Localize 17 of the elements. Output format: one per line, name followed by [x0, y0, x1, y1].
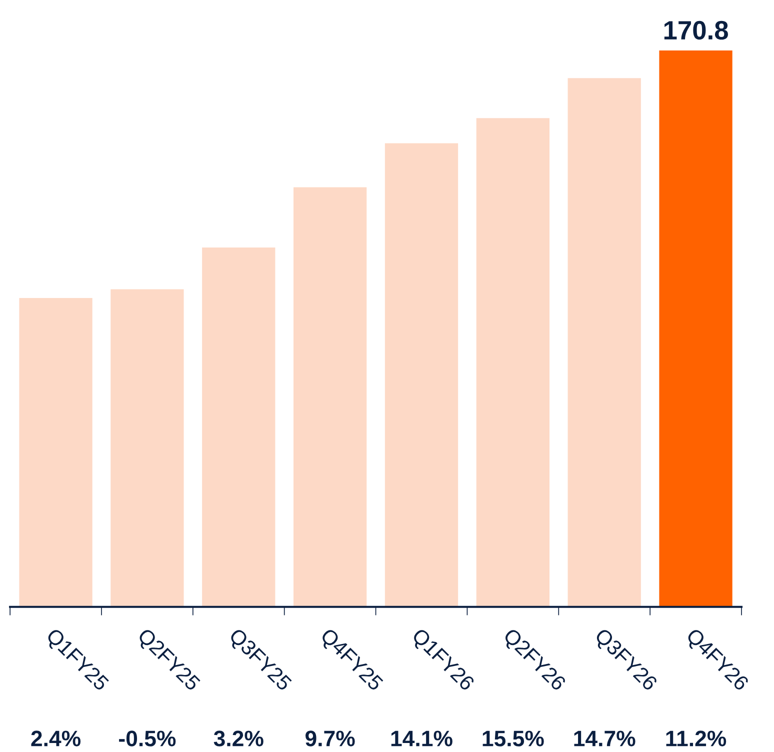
bar — [202, 248, 276, 607]
bar — [476, 118, 550, 607]
text: 3.2% — [214, 730, 264, 746]
text: 9.7% — [306, 730, 355, 746]
bar — [110, 289, 184, 607]
bar — [384, 143, 458, 607]
text: 14.1% — [391, 730, 452, 746]
text: -0.5% — [119, 730, 176, 746]
text: 11.2% — [666, 730, 726, 746]
text: 14.7% — [574, 730, 636, 746]
bar — [293, 187, 367, 607]
text: 15.5% — [482, 730, 544, 746]
bar — [19, 298, 92, 607]
bar — [659, 50, 732, 607]
bar — [568, 78, 641, 607]
data-label: 170.8 — [664, 20, 728, 40]
text: 2.4% — [31, 730, 81, 746]
